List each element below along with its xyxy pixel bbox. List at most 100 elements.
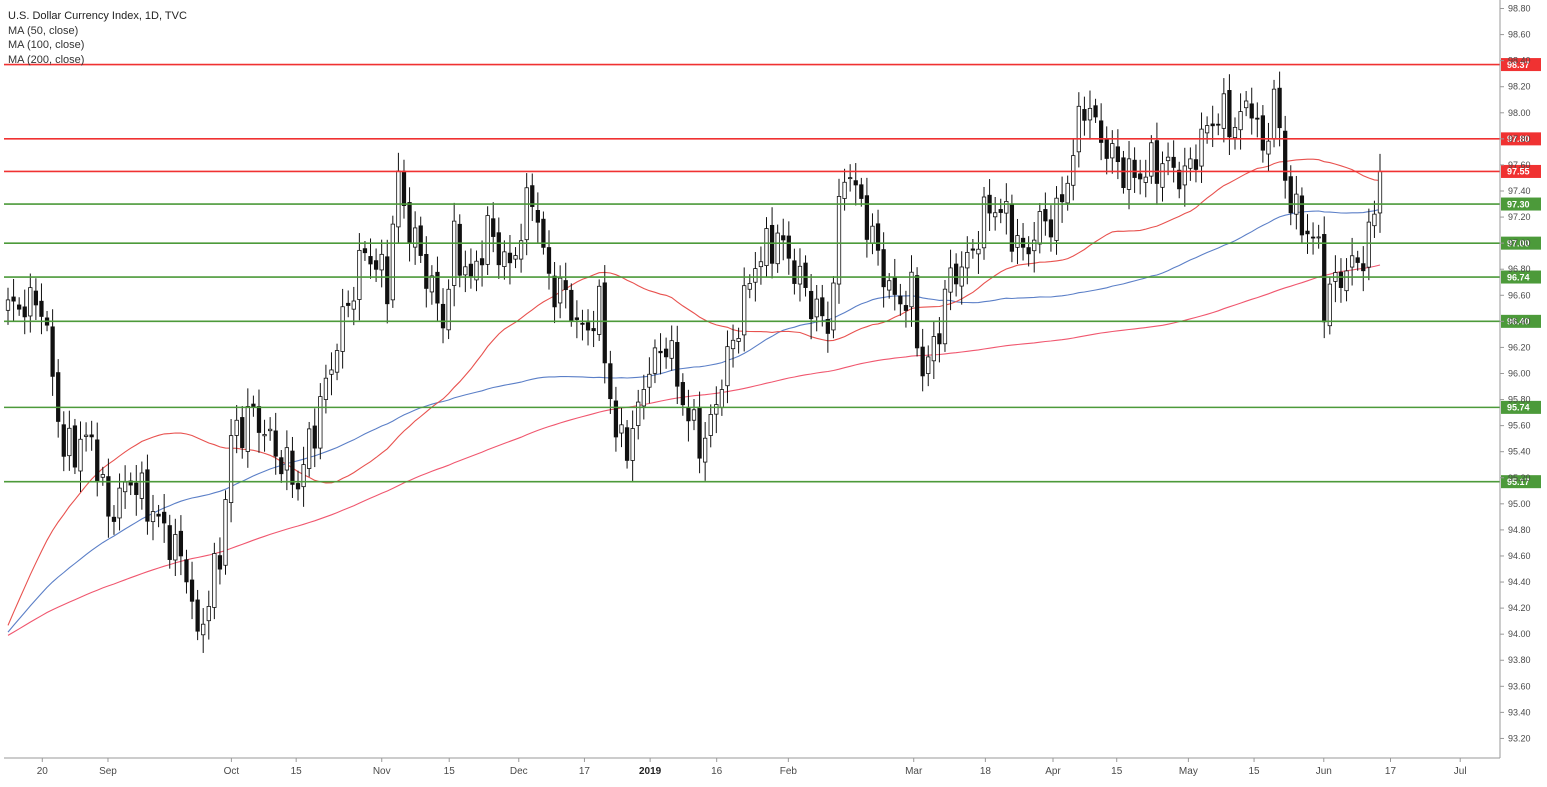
candle (312, 408, 317, 468)
candle (340, 288, 345, 369)
candle (909, 255, 914, 327)
resistance-price-label: 97.55 (1507, 167, 1530, 177)
y-tick-label: 97.00 (1508, 238, 1531, 248)
x-tick-label: 2019 (639, 766, 662, 777)
candle (658, 333, 663, 375)
x-tick-label: May (1179, 766, 1198, 777)
candle (33, 278, 39, 320)
candle (28, 273, 33, 333)
candle (117, 473, 122, 531)
x-tick-label: Apr (1045, 766, 1061, 777)
candle (323, 364, 329, 414)
support-price-label: 97.00 (1507, 238, 1530, 248)
x-tick-label: Oct (224, 766, 240, 777)
candle (914, 267, 920, 357)
candle (954, 253, 959, 297)
candle (1104, 126, 1109, 175)
candle (156, 504, 161, 528)
candle (736, 327, 741, 354)
candle (1087, 90, 1093, 140)
candle (1182, 147, 1187, 207)
candle (22, 289, 27, 335)
candle (1305, 214, 1310, 254)
y-tick-label: 97.60 (1508, 160, 1531, 170)
candle (1221, 78, 1226, 143)
candle (781, 218, 786, 261)
candle (619, 407, 624, 448)
candle (1255, 102, 1260, 138)
candle (106, 458, 111, 538)
candle (926, 345, 931, 387)
candle (1154, 122, 1160, 205)
legend-ma-200[interactable]: MA (200, close) (8, 53, 85, 66)
ma-100-line (7, 208, 1381, 633)
x-tick-label: 15 (1248, 766, 1260, 777)
candle (206, 590, 211, 640)
candle (881, 232, 886, 308)
candle (663, 337, 669, 369)
candle (173, 518, 178, 577)
candle (223, 490, 228, 575)
candle (435, 256, 440, 322)
candle (1316, 224, 1321, 249)
x-tick-label: 20 (37, 766, 49, 777)
y-tick-label: 96.20 (1508, 342, 1531, 352)
candle (1277, 71, 1282, 147)
y-tick-label: 98.00 (1508, 108, 1531, 118)
candle (1232, 117, 1238, 150)
candle (669, 325, 674, 371)
candle (301, 446, 306, 507)
y-tick-label: 93.80 (1508, 655, 1531, 665)
candle (184, 549, 189, 594)
candle (1160, 151, 1165, 202)
candle (212, 542, 217, 620)
candle (329, 352, 334, 396)
legend-ma-50[interactable]: MA (50, close) (8, 24, 79, 37)
candle (379, 239, 384, 288)
y-tick-label: 95.60 (1508, 421, 1531, 431)
candle (1299, 187, 1305, 244)
candle (178, 515, 184, 576)
y-tick-label: 97.80 (1508, 134, 1531, 144)
y-tick-label: 96.40 (1508, 316, 1531, 326)
candle (150, 494, 156, 541)
price-axis[interactable]: 98.80 98.60 98.40 98.20 98.00 97.80 97.60 97.40… (4, 0, 1531, 759)
candle (413, 211, 418, 265)
candle (1344, 258, 1349, 302)
candle (742, 267, 747, 352)
time-axis[interactable]: 20 Sep Oct 15 Nov 15 Dec 17 2019 16 Feb Mar 18 Apr 15 M… (37, 758, 1467, 777)
candle (424, 236, 429, 308)
candle (1149, 135, 1154, 184)
candle (1026, 236, 1031, 267)
candle (262, 419, 267, 452)
candle (730, 324, 736, 368)
candle (641, 374, 646, 420)
candle (518, 223, 524, 273)
candle (864, 177, 870, 258)
candle (1188, 147, 1193, 181)
x-tick-label: 17 (1385, 766, 1397, 777)
candle (535, 192, 540, 243)
candle (1138, 159, 1143, 195)
candle (72, 418, 78, 475)
candle (775, 224, 780, 273)
chart-title: U.S. Dollar Currency Index, 1D, TVC (8, 10, 187, 22)
candle (758, 246, 764, 285)
y-tick-label: 95.40 (1508, 447, 1531, 457)
candle (976, 230, 981, 274)
candle (585, 309, 591, 346)
y-tick-label: 93.20 (1508, 733, 1531, 743)
candle (1227, 74, 1232, 156)
candle (725, 330, 730, 404)
candle (295, 470, 301, 501)
candle (334, 343, 340, 381)
candle (1082, 96, 1087, 136)
candle (624, 420, 630, 469)
candle (552, 262, 557, 324)
candle (268, 417, 273, 441)
x-tick-label: 15 (1111, 766, 1123, 777)
legend-ma-100[interactable]: MA (100, close) (8, 39, 85, 51)
candle (875, 209, 881, 266)
candle (452, 202, 457, 307)
